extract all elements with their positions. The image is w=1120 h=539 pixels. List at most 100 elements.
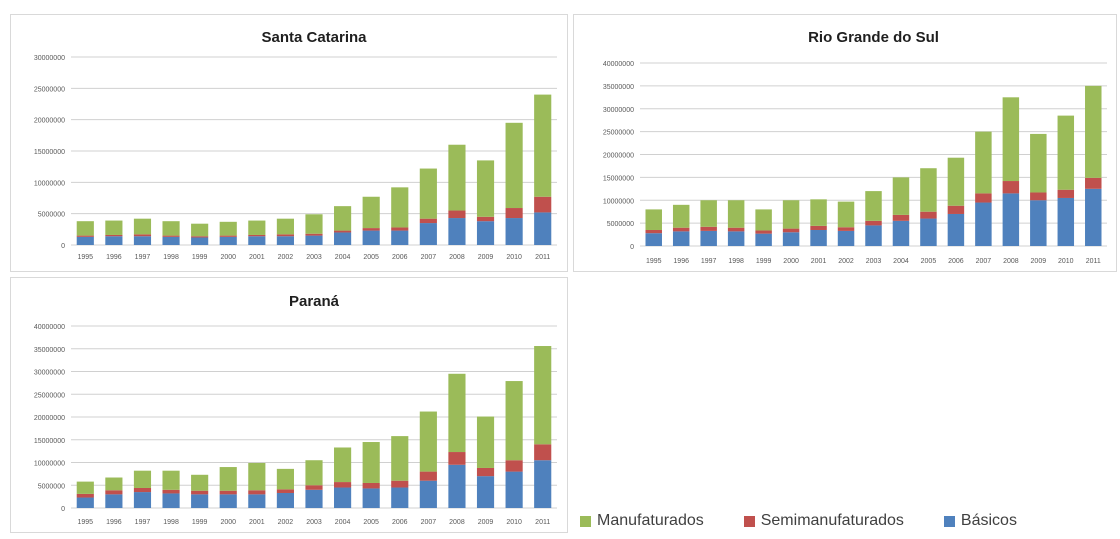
y-tick-label: 25000000 [34, 86, 65, 93]
x-tick-label: 1995 [646, 258, 662, 265]
y-tick-label: 20000000 [603, 153, 634, 160]
bar-basicos-2006 [391, 230, 409, 245]
chart-rio-grande-do-sul: Rio Grande do Sul 40000000 35000000 3000000… [603, 29, 1107, 265]
y-tick-label: 15000000 [34, 438, 65, 445]
y-tick-label: 25000000 [603, 130, 634, 137]
bar-semimanufaturados-2005 [920, 211, 937, 219]
bar-semimanufaturados-2008 [448, 210, 466, 219]
bar-manufaturados-2000 [219, 221, 237, 236]
bar-semimanufaturados-2002 [276, 489, 294, 493]
y-tick-label: 40000000 [603, 61, 634, 68]
bar-basicos-1998 [727, 231, 745, 246]
legend-item-basicos: Básicos [943, 512, 1017, 530]
bar-semimanufaturados-1996 [105, 234, 123, 237]
x-tick-label: 2002 [838, 258, 854, 265]
bar-basicos-1997 [700, 230, 717, 246]
bar-basicos-2006 [391, 487, 409, 508]
bar-manufaturados-2005 [920, 168, 937, 212]
chart-title-santa-catarina: Santa Catarina [261, 29, 367, 46]
x-tick-label: 1999 [192, 254, 208, 261]
bar-semimanufaturados-1998 [162, 489, 180, 494]
y-tick-label: 20000000 [34, 118, 65, 125]
bar-semimanufaturados-2008 [448, 452, 466, 465]
legend-item-semimanufaturados: Semimanufaturados [743, 512, 904, 530]
bar-manufaturados-1999 [755, 209, 772, 231]
bar-manufaturados-2011 [534, 94, 552, 197]
bar-manufaturados-1995 [76, 221, 94, 236]
bar-basicos-2009 [1030, 200, 1047, 246]
bar-basicos-2004 [892, 220, 910, 246]
bar-basicos-2007 [975, 202, 992, 246]
x-tick-label: 2008 [449, 519, 465, 526]
bar-manufaturados-2009 [476, 416, 495, 468]
x-tick-label: 2004 [893, 258, 909, 265]
bar-semimanufaturados-1995 [76, 493, 94, 498]
x-tick-label: 1998 [163, 254, 179, 261]
bar-semimanufaturados-2000 [219, 235, 237, 237]
y-tick-label: 20000000 [34, 415, 65, 422]
bar-basicos-2010 [1057, 197, 1075, 246]
y-tick-label: 30000000 [34, 55, 65, 62]
bar-manufaturados-2001 [248, 220, 266, 235]
y-tick-label: 35000000 [603, 84, 634, 91]
bar-basicos-2011 [534, 212, 552, 245]
bar-semimanufaturados-2002 [276, 234, 294, 237]
bar-basicos-2005 [362, 488, 380, 508]
bar-manufaturados-1999 [191, 474, 209, 491]
x-tick-label: 1998 [728, 258, 744, 265]
bar-basicos-2008 [448, 218, 466, 245]
bar-manufaturados-2007 [419, 411, 437, 472]
bar-basicos-2008 [448, 464, 466, 508]
bar-semimanufaturados-2006 [947, 205, 965, 214]
x-tick-label: 2004 [335, 519, 351, 526]
bar-semimanufaturados-1998 [162, 235, 180, 237]
bar-basicos-2010 [505, 218, 523, 245]
chart-title-parana: Paraná [289, 293, 340, 310]
bar-basicos-2000 [782, 232, 800, 246]
y-tick-label: 30000000 [603, 107, 634, 114]
bar-manufaturados-2003 [865, 191, 882, 221]
bar-manufaturados-2009 [476, 160, 495, 217]
y-tick-label: 40000000 [34, 324, 65, 331]
x-tick-label: 2001 [249, 519, 265, 526]
x-tick-label: 2003 [306, 254, 322, 261]
bar-semimanufaturados-2011 [1085, 177, 1102, 189]
x-tick-label: 2006 [392, 254, 408, 261]
bar-basicos-2008 [1002, 193, 1020, 246]
bar-manufaturados-1997 [133, 218, 152, 235]
bar-basicos-1999 [191, 494, 209, 508]
bar-manufaturados-2006 [391, 436, 409, 481]
bar-manufaturados-2010 [505, 381, 523, 461]
bar-semimanufaturados-1999 [191, 236, 209, 238]
bar-basicos-2011 [1085, 188, 1102, 246]
y-tick-label: 0 [61, 243, 65, 250]
x-tick-label: 2003 [306, 519, 322, 526]
legend-label-basicos: Básicos [960, 512, 1017, 529]
legend-label-semimanufaturados: Semimanufaturados [760, 512, 904, 529]
bar-basicos-2007 [419, 223, 437, 245]
bar-manufaturados-2000 [782, 200, 800, 229]
x-tick-label: 1998 [163, 519, 179, 526]
bar-semimanufaturados-1997 [133, 487, 152, 493]
bar-manufaturados-2008 [448, 373, 466, 453]
bar-basicos-2011 [534, 460, 552, 508]
bar-semimanufaturados-1999 [755, 230, 772, 234]
y-tick-label: 15000000 [34, 149, 65, 156]
y-tick-label: 35000000 [34, 347, 65, 354]
bar-semimanufaturados-2003 [305, 485, 323, 490]
bar-semimanufaturados-2010 [505, 208, 523, 219]
bar-semimanufaturados-2007 [419, 471, 437, 481]
bar-manufaturados-1996 [105, 220, 123, 235]
bar-manufaturados-1998 [162, 470, 180, 490]
x-tick-label: 1997 [135, 254, 151, 261]
x-tick-label: 2002 [278, 254, 294, 261]
bar-basicos-2000 [219, 494, 237, 508]
x-tick-label: 2006 [948, 258, 964, 265]
x-tick-label: 1995 [78, 254, 94, 261]
bar-basicos-1995 [76, 236, 94, 245]
x-tick-label: 2007 [976, 258, 992, 265]
x-tick-label: 2000 [783, 258, 799, 265]
chart-title-rio-grande-do-sul: Rio Grande do Sul [808, 29, 939, 46]
bar-semimanufaturados-2002 [837, 227, 855, 231]
bar-semimanufaturados-2010 [1057, 189, 1075, 198]
